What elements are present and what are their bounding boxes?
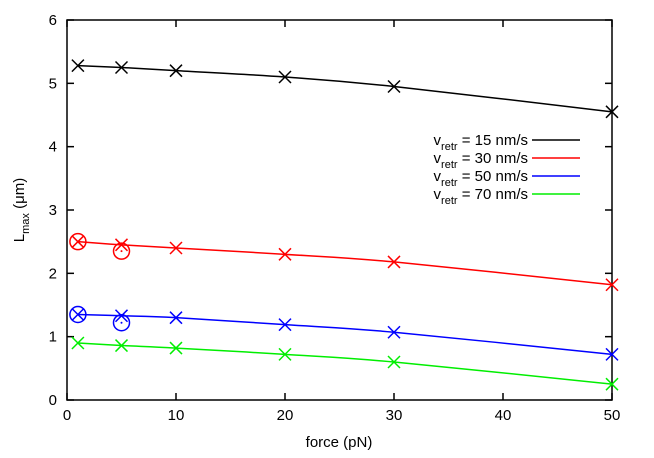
cross-marker [278, 247, 292, 261]
y-tick-label: 2 [49, 265, 57, 282]
cross-marker [114, 339, 129, 353]
cross-marker [387, 325, 401, 339]
x-tick-label: 40 [495, 407, 512, 424]
y-label-sub: max [20, 213, 32, 234]
x-tick-label: 0 [63, 407, 71, 424]
series-line-2 [77, 313, 613, 356]
cross-marker [605, 377, 619, 391]
cross-marker [169, 341, 183, 355]
series-group [69, 59, 619, 391]
cross-marker [605, 105, 619, 119]
y-tick-label: 3 [49, 202, 57, 219]
y-tick-label: 5 [49, 75, 57, 92]
circle-marker [69, 305, 87, 324]
y-tick-label: 1 [49, 329, 57, 346]
cross-marker [278, 318, 292, 332]
cross-marker [114, 309, 129, 323]
cross-marker [387, 355, 401, 369]
cross-marker [71, 59, 85, 73]
y-tick-label: 0 [49, 392, 57, 409]
legend-label: vretr = 30 nm/s [434, 150, 528, 171]
cross-marker [278, 70, 292, 84]
cross-marker [169, 241, 183, 255]
x-tick-label: 30 [386, 407, 403, 424]
legend-label: vretr = 70 nm/s [434, 186, 528, 207]
cross-marker [387, 255, 401, 269]
cross-marker [605, 347, 619, 361]
circle-marker-dot [76, 240, 79, 243]
circle-marker [69, 232, 87, 251]
x-tick-label: 50 [604, 407, 621, 424]
cross-marker [278, 347, 292, 361]
plot-frame [66, 19, 613, 401]
series-line-3 [77, 342, 613, 385]
y-axis-label: Lmax (μm) [11, 178, 32, 242]
circle-marker [112, 242, 131, 260]
legend-label: vretr = 15 nm/s [434, 132, 528, 153]
circle-marker-dot [76, 313, 79, 316]
legend-label: vretr = 50 nm/s [434, 168, 528, 189]
x-axis-label: force (pN) [306, 434, 373, 451]
series-line-0 [77, 64, 613, 113]
cross-marker [169, 64, 183, 78]
circle-marker-dot [120, 321, 123, 324]
cross-marker [169, 311, 183, 325]
axes: 0 10 20 30 40 50 0 1 2 3 4 5 6 [49, 12, 621, 424]
y-tick-label: 6 [49, 12, 57, 29]
cross-marker [71, 336, 85, 350]
y-tick-label: 4 [49, 139, 57, 156]
series-line-1 [77, 240, 613, 286]
x-tick-label: 10 [168, 407, 185, 424]
cross-marker [114, 60, 129, 75]
y-label-main: L [11, 234, 28, 242]
cross-marker [605, 278, 619, 292]
cross-marker [387, 79, 401, 94]
circle-marker-dot [120, 250, 123, 253]
x-tick-label: 20 [277, 407, 294, 424]
circle-marker [112, 313, 131, 332]
cross-marker [114, 238, 129, 252]
y-label-unit: (μm) [11, 178, 28, 213]
